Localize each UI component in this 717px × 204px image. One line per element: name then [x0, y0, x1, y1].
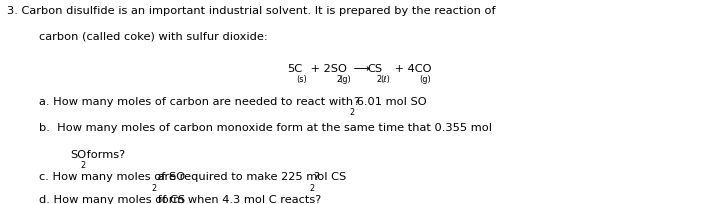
- Text: + 2SO: + 2SO: [307, 64, 347, 74]
- Text: are required to make 225 mol CS: are required to make 225 mol CS: [154, 172, 347, 182]
- Text: CS: CS: [367, 64, 382, 74]
- Text: c. How many moles of SO: c. How many moles of SO: [39, 172, 186, 182]
- Text: carbon (called coke) with sulfur dioxide:: carbon (called coke) with sulfur dioxide…: [39, 32, 268, 42]
- Text: 2: 2: [310, 184, 315, 193]
- Text: (g): (g): [419, 75, 432, 84]
- Text: b.  How many moles of carbon monoxide form at the same time that 0.355 mol: b. How many moles of carbon monoxide for…: [39, 123, 493, 133]
- Text: 2: 2: [350, 108, 355, 117]
- Text: forms?: forms?: [83, 150, 125, 160]
- Text: ?: ?: [353, 97, 359, 107]
- Text: 2: 2: [80, 161, 85, 170]
- Text: ⟶: ⟶: [350, 64, 374, 74]
- Text: 2: 2: [376, 75, 382, 84]
- Text: (g): (g): [340, 75, 351, 84]
- Text: d. How many moles of CS: d. How many moles of CS: [39, 195, 186, 204]
- Text: form when 4.3 mol C reacts?: form when 4.3 mol C reacts?: [154, 195, 322, 204]
- Text: 2: 2: [336, 75, 341, 84]
- Text: (ℓ): (ℓ): [380, 75, 390, 84]
- Text: + 4CO: + 4CO: [391, 64, 431, 74]
- Text: (s): (s): [297, 75, 308, 84]
- Text: a. How many moles of carbon are needed to react with 6.01 mol SO: a. How many moles of carbon are needed t…: [39, 97, 427, 107]
- Text: ?: ?: [313, 172, 319, 182]
- Text: 2: 2: [151, 184, 156, 193]
- Text: 3. Carbon disulfide is an important industrial solvent. It is prepared by the re: 3. Carbon disulfide is an important indu…: [7, 6, 495, 16]
- Text: 5C: 5C: [287, 64, 302, 74]
- Text: SO: SO: [70, 150, 86, 160]
